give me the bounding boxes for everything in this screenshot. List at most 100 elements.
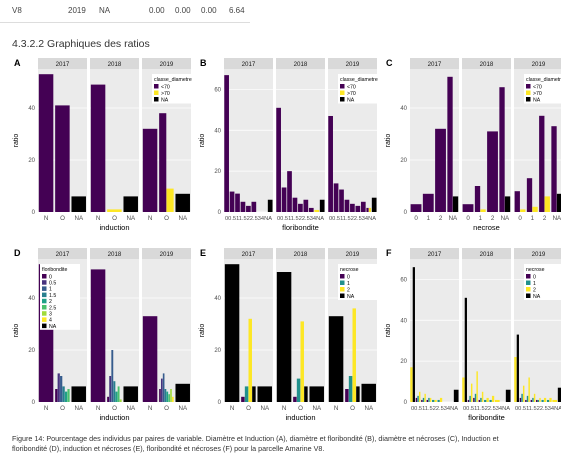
bar	[525, 399, 527, 402]
bar	[229, 191, 235, 212]
bar	[366, 207, 369, 212]
legend-label: 1.5	[49, 293, 56, 299]
legend-swatch	[42, 305, 47, 310]
bar	[352, 308, 356, 402]
legend-label: 2	[49, 299, 52, 305]
x-tick-label: 2	[439, 215, 443, 222]
table-cell-v3: 0.00	[201, 6, 217, 15]
facet-strip	[514, 248, 561, 259]
facet-strip	[224, 58, 273, 69]
facet-strip	[410, 248, 459, 259]
bar	[162, 373, 165, 402]
x-tick-label: N	[282, 405, 286, 412]
facet-label: 2019	[346, 251, 360, 258]
y-axis-title: ratio	[385, 134, 392, 148]
x-axis-title: necrose	[473, 223, 500, 232]
bar	[539, 115, 545, 212]
bar	[164, 389, 167, 402]
bar	[119, 399, 122, 402]
legend-label: 0	[347, 274, 350, 280]
x-tick-labels: 00.511.522.534NA	[225, 216, 273, 222]
x-tick-label: N	[44, 215, 48, 222]
bar	[462, 377, 465, 402]
y-tick-label: 40	[28, 106, 35, 112]
bar	[447, 76, 453, 212]
bar	[422, 397, 425, 402]
bar	[308, 207, 314, 212]
bar	[123, 386, 138, 402]
x-tick-label: NA	[75, 405, 84, 412]
bar	[360, 201, 366, 212]
legend-swatch	[526, 84, 531, 89]
bar	[38, 74, 54, 212]
bar	[469, 395, 471, 402]
bar	[453, 389, 459, 402]
x-tick-labels: 00.511.522.534NA	[329, 216, 377, 222]
y-tick-label: 60	[400, 277, 407, 283]
facet-label: 2018	[294, 61, 308, 68]
bar	[552, 399, 558, 402]
legend-label: 3	[49, 312, 52, 318]
legend-label: 2	[533, 287, 536, 293]
legend-swatch	[42, 298, 47, 304]
bar	[532, 397, 534, 402]
bar	[505, 389, 511, 402]
bar	[549, 397, 552, 402]
x-tick-label: 0	[466, 215, 470, 222]
x-tick-label: NA	[75, 215, 84, 222]
facet-label: 2018	[480, 251, 494, 258]
legend-swatch	[340, 287, 345, 292]
x-tick-label: NA	[365, 405, 374, 412]
facet-label: 2017	[56, 61, 70, 68]
bar	[541, 399, 544, 402]
bar	[428, 397, 430, 402]
facet-label: 2017	[56, 251, 70, 258]
legend-label: NA	[347, 97, 355, 103]
bar	[117, 386, 120, 402]
legend-box	[338, 264, 378, 300]
bar	[333, 183, 339, 212]
legend-swatch	[42, 286, 47, 291]
bar	[296, 378, 301, 402]
legend-swatch	[42, 317, 47, 322]
y-tick-label: 20	[28, 348, 35, 354]
y-tick-label: 40	[214, 128, 221, 134]
facet-strip	[224, 248, 273, 259]
x-tick-label: N	[334, 405, 338, 412]
legend-label: 2	[347, 287, 350, 293]
legend-label: >70	[533, 91, 542, 97]
bar	[276, 107, 281, 212]
legend-box	[152, 74, 192, 104]
bar	[224, 75, 229, 212]
x-tick-label: 0	[518, 215, 522, 222]
x-tick-label: O	[112, 405, 117, 412]
y-tick-label: 40	[400, 318, 407, 324]
legend-label: >70	[161, 91, 170, 97]
bar	[292, 197, 298, 212]
bar	[64, 391, 68, 402]
bar	[339, 189, 344, 212]
bar	[175, 193, 190, 212]
bar	[556, 193, 561, 212]
bar	[491, 395, 495, 402]
bar	[476, 371, 478, 402]
facet-strip	[142, 58, 191, 69]
y-tick-label: 60	[214, 87, 221, 93]
facet-strip	[38, 58, 87, 69]
bar	[480, 209, 486, 212]
bar	[533, 393, 536, 402]
legend-swatch	[340, 293, 345, 298]
legend-title: classe_diametre	[340, 77, 378, 83]
legend-swatch	[340, 84, 345, 89]
bar	[345, 389, 349, 402]
bar	[530, 399, 533, 402]
bar	[504, 196, 511, 212]
bar	[298, 203, 303, 212]
bar	[437, 399, 440, 402]
y-axis-title: ratio	[13, 324, 20, 338]
facet-label: 2019	[160, 251, 174, 258]
bar	[55, 389, 58, 402]
bar	[267, 199, 273, 212]
bar	[368, 207, 372, 212]
